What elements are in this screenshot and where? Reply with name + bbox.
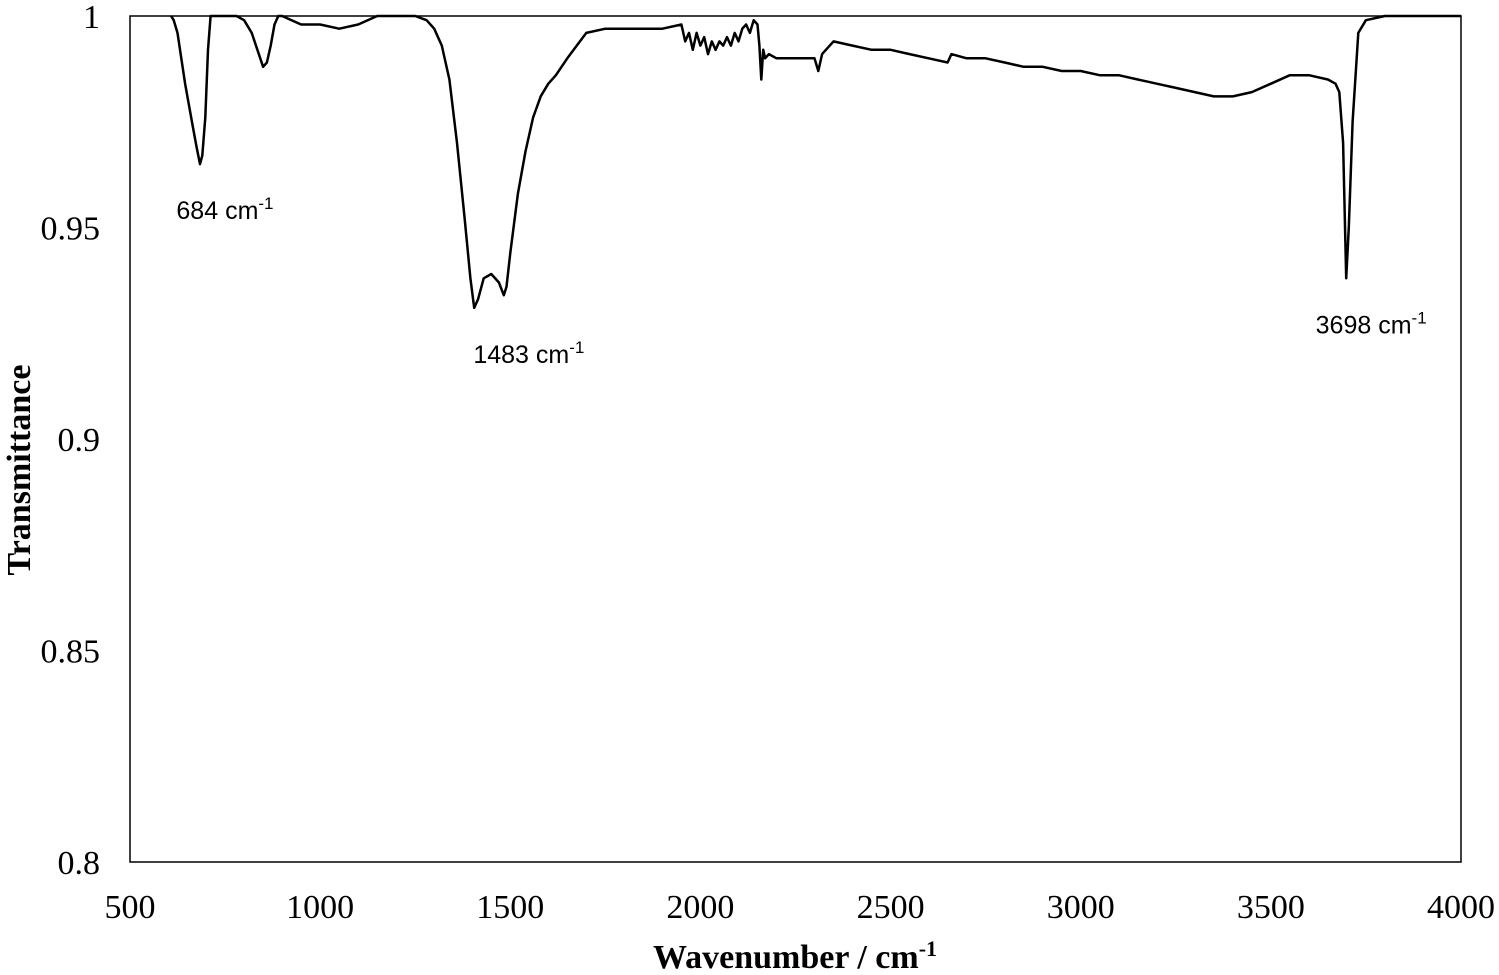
peak-annotation-text: 1483 cm — [473, 341, 569, 369]
transmittance-series-line — [170, 14, 1461, 310]
y-tick-label: 0.9 — [58, 422, 101, 459]
x-tick-label: 500 — [105, 889, 156, 926]
x-axis-title-superscript: -1 — [919, 936, 937, 961]
peak-annotation-text: 684 cm — [176, 197, 258, 225]
y-tick-label: 0.8 — [58, 845, 101, 882]
x-tick-label: 3500 — [1237, 889, 1305, 926]
peak-annotation-superscript: -1 — [258, 194, 273, 213]
y-tick-label: 0.95 — [41, 211, 101, 248]
y-tick-label: 1 — [83, 0, 100, 36]
peak-annotation-superscript: -1 — [569, 338, 584, 357]
x-tick-label: 1000 — [286, 889, 354, 926]
y-axis-title: Transmittance — [1, 365, 38, 576]
y-tick-labels: 0.8 0.85 0.9 0.95 1 — [41, 0, 101, 882]
plot-frame — [129, 15, 1462, 863]
x-tick-labels: 500 1000 1500 2000 2500 3000 3500 4000 — [105, 889, 1496, 926]
x-tick-label: 2000 — [666, 889, 734, 926]
x-tick-label: 2500 — [857, 889, 925, 926]
peak-annotation: 1483 cm-1 — [473, 338, 584, 369]
x-tick-label: 4000 — [1427, 889, 1495, 926]
peak-annotation: 684 cm-1 — [176, 194, 273, 225]
x-axis-title-text: Wavenumber / cm — [653, 939, 919, 975]
x-tick-label: 1500 — [476, 889, 544, 926]
peak-annotation-superscript: -1 — [1412, 308, 1427, 327]
x-tick-label: 3000 — [1047, 889, 1115, 926]
y-tick-label: 0.85 — [41, 634, 101, 671]
x-axis-title: Wavenumber / cm-1 — [653, 936, 937, 975]
peak-annotation: 3698 cm-1 — [1316, 308, 1427, 339]
peak-annotation-text: 3698 cm — [1316, 311, 1412, 339]
